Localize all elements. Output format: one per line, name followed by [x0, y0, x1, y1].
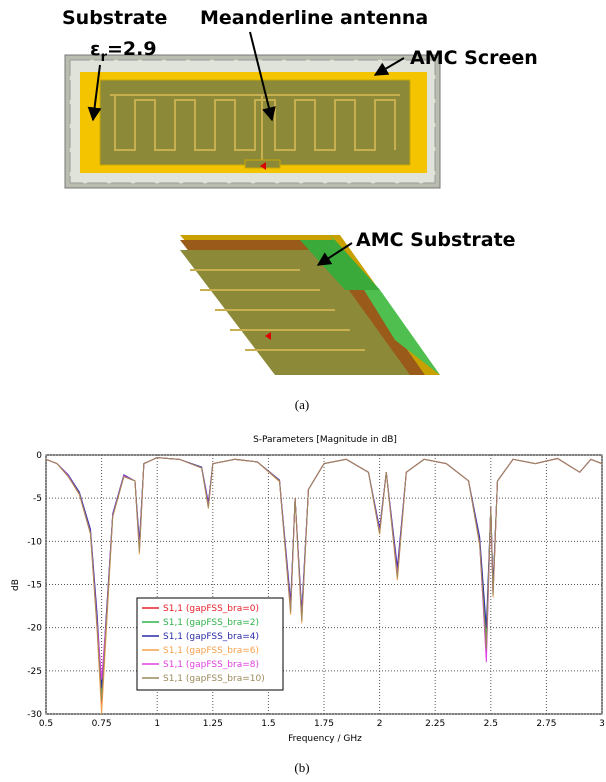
label-amc-screen: AMC Screen — [410, 47, 538, 69]
legend-label: S1,1 (gapFSS_bra=4) — [163, 632, 259, 642]
legend-label: S1,1 (gapFSS_bra=6) — [163, 646, 259, 656]
x-tick-label: 2.25 — [425, 719, 445, 729]
x-tick-label: 3 — [599, 719, 605, 729]
antenna-3d-view — [180, 235, 440, 375]
x-tick-label: 1.25 — [203, 719, 223, 729]
x-tick-label: 0.75 — [92, 719, 112, 729]
x-tick-label: 2.75 — [536, 719, 556, 729]
legend-label: S1,1 (gapFSS_bra=8) — [163, 660, 259, 670]
legend-label: S1,1 (gapFSS_bra=10) — [163, 674, 265, 684]
label-substrate: Substrate — [62, 7, 167, 29]
y-tick-label: -10 — [27, 537, 42, 547]
y-tick-label: -15 — [27, 581, 42, 591]
figure: Substrate εr=2.9 Meanderline antenna AMC… — [0, 0, 606, 782]
y-tick-label: -30 — [27, 710, 42, 720]
label-meander: Meanderline antenna — [200, 7, 428, 29]
x-axis-label: Frequency / GHz — [288, 734, 362, 744]
caption: (b) — [294, 760, 309, 775]
y-axis-label: dB — [11, 579, 21, 591]
legend-label: S1,1 (gapFSS_bra=0) — [163, 604, 259, 614]
x-tick-label: 0.5 — [39, 719, 53, 729]
x-tick-label: 1 — [154, 719, 160, 729]
y-tick-label: 0 — [36, 451, 42, 461]
caption: (a) — [295, 397, 309, 412]
x-tick-label: 2 — [377, 719, 383, 729]
antenna-top-view — [65, 55, 440, 188]
chart-title: S-Parameters [Magnitude in dB] — [253, 435, 397, 445]
legend-label: S1,1 (gapFSS_bra=2) — [163, 618, 259, 628]
y-tick-label: -5 — [33, 494, 42, 504]
x-tick-label: 2.5 — [484, 719, 498, 729]
x-tick-label: 1.75 — [314, 719, 334, 729]
y-tick-label: -25 — [27, 667, 42, 677]
y-tick-label: -20 — [27, 624, 42, 634]
label-amc-substrate: AMC Substrate — [356, 229, 516, 251]
value: =2.9 — [107, 38, 157, 60]
epsilon: ε — [90, 38, 101, 60]
x-tick-label: 1.5 — [261, 719, 275, 729]
